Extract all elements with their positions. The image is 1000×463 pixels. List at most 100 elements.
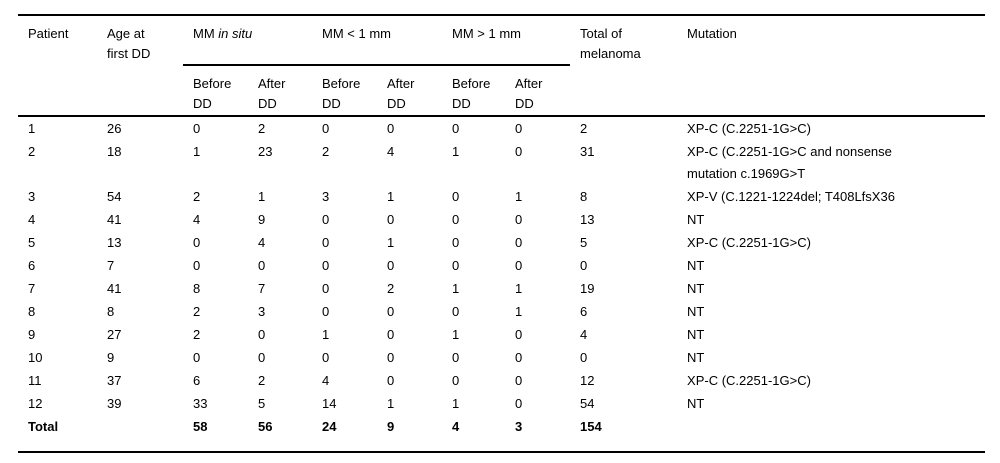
mutation-cell: NT	[687, 350, 705, 365]
patient-cell: 10	[28, 350, 43, 365]
table-row: 5 13 0 4 0 1 0 0 5 XP-C (C.2251-1G>C)	[18, 231, 985, 254]
mm-lt1mm-after-cell: 0	[387, 212, 395, 227]
group-label-mm-insitu: MM	[193, 26, 215, 41]
mm-gt1mm-before-cell: 0	[452, 350, 460, 365]
age-cell: 41	[107, 212, 122, 227]
mutation-cell: XP-C (C.2251-1G>C)	[687, 235, 811, 250]
col-header-insitu-before-dd: Before DD	[183, 65, 248, 117]
col-header-patient: Patient	[18, 15, 97, 117]
group-label-mm-lt1mm: MM < 1 mm	[322, 26, 391, 41]
table-row: 3 54 2 1 3 1 0 1 8 XP-V (C.1221-1224del;…	[18, 185, 985, 208]
age-cell: 8	[107, 304, 115, 319]
col-header-gt1mm-after-dd: After DD	[505, 65, 571, 117]
total-melanoma-cell: 19	[580, 281, 595, 296]
mm-lt1mm-before-cell: 0	[322, 350, 330, 365]
mm-insitu-after-cell: 3	[258, 304, 266, 319]
mm-insitu-before-cell: 8	[193, 281, 201, 296]
total-mm-lt1mm-after-cell: 9	[387, 419, 395, 434]
col-header-total-melanoma: Total of melanoma	[570, 15, 678, 117]
mm-lt1mm-before-cell: 1	[322, 327, 330, 342]
mm-insitu-before-cell: 0	[193, 235, 201, 250]
patient-cell: 7	[28, 281, 36, 296]
mm-lt1mm-after-cell: 2	[387, 281, 395, 296]
mm-insitu-after-cell: 5	[258, 396, 266, 411]
mm-lt1mm-after-cell: 0	[387, 258, 395, 273]
mm-insitu-after-cell: 0	[258, 350, 266, 365]
mm-gt1mm-before-cell: 1	[452, 144, 460, 159]
age-cell: 54	[107, 189, 122, 204]
mm-lt1mm-after-cell: 0	[387, 350, 395, 365]
mm-gt1mm-after-cell: 0	[515, 144, 523, 159]
table-row: 1 26 0 2 0 0 0 0 2 XP-C (C.2251-1G>C)	[18, 116, 985, 140]
mm-gt1mm-after-cell: 0	[515, 235, 523, 250]
mm-insitu-after-cell: 4	[258, 235, 266, 250]
group-label-mm-insitu-italic: in situ	[214, 26, 253, 41]
melanoma-table: Patient Age at first DD MM in situ MM < …	[18, 14, 986, 453]
mm-gt1mm-after-cell: 1	[515, 304, 523, 319]
mm-insitu-before-cell: 2	[193, 327, 201, 342]
total-melanoma-cell: 31	[580, 144, 595, 159]
mm-lt1mm-before-cell: 0	[322, 304, 330, 319]
mutation-cell: NT	[687, 327, 705, 342]
col-group-mm-insitu: MM in situ	[183, 15, 312, 66]
age-cell: 26	[107, 121, 122, 136]
total-melanoma-total-cell: 154	[580, 419, 602, 434]
total-mutation-cell	[677, 415, 985, 452]
total-mm-insitu-after-cell: 56	[258, 419, 273, 434]
mm-gt1mm-before-cell: 1	[452, 327, 460, 342]
mutation-cell: NT	[687, 396, 705, 411]
mm-gt1mm-before-cell: 0	[452, 304, 460, 319]
total-mm-lt1mm-before-cell: 24	[322, 419, 337, 434]
mm-lt1mm-after-cell: 0	[387, 373, 395, 388]
mm-lt1mm-before-cell: 4	[322, 373, 330, 388]
mm-gt1mm-after-cell: 0	[515, 258, 523, 273]
table-row: 2 18 1 23 2 4 1 0 31 XP-C (C.2251-1G>C a…	[18, 140, 985, 185]
table-row: 11 37 6 2 4 0 0 0 12 XP-C (C.2251-1G>C)	[18, 369, 985, 392]
mm-gt1mm-before-cell: 0	[452, 373, 460, 388]
mm-gt1mm-before-cell: 1	[452, 281, 460, 296]
mutation-cell: XP-C (C.2251-1G>C)	[687, 373, 811, 388]
col-header-lt1mm-before-dd: Before DD	[312, 65, 377, 117]
total-melanoma-cell: 6	[580, 304, 588, 319]
mutation-cell: NT	[687, 258, 705, 273]
mutation-cell: XP-C (C.2251-1G>C and nonsense mutation …	[687, 144, 892, 181]
mm-lt1mm-before-cell: 2	[322, 144, 330, 159]
mm-insitu-before-cell: 2	[193, 304, 201, 319]
mm-lt1mm-before-cell: 14	[322, 396, 337, 411]
total-mm-gt1mm-after-cell: 3	[515, 419, 523, 434]
table-row: 10 9 0 0 0 0 0 0 0 NT	[18, 346, 985, 369]
col-header-gt1mm-before-dd: Before DD	[442, 65, 506, 117]
mm-gt1mm-after-cell: 0	[515, 121, 523, 136]
table-row: 6 7 0 0 0 0 0 0 0 NT	[18, 254, 985, 277]
patient-cell: 3	[28, 189, 36, 204]
mm-lt1mm-after-cell: 1	[387, 189, 395, 204]
mm-gt1mm-after-cell: 0	[515, 327, 523, 342]
table-data-rows: 1 26 0 2 0 0 0 0 2 XP-C (C.2251-1G>C) 2 …	[18, 116, 985, 415]
patient-cell: 9	[28, 327, 36, 342]
mm-gt1mm-after-cell: 0	[515, 350, 523, 365]
header-group-row: Patient Age at first DD MM in situ MM < …	[18, 15, 986, 117]
age-cell: 37	[107, 373, 122, 388]
total-mm-insitu-before-cell: 58	[193, 419, 208, 434]
mm-lt1mm-after-cell: 0	[387, 304, 395, 319]
total-melanoma-cell: 5	[580, 235, 588, 250]
mutation-cell: XP-C (C.2251-1G>C)	[687, 121, 811, 136]
mm-insitu-before-cell: 2	[193, 189, 201, 204]
table-row: 9 27 2 0 1 0 1 0 4 NT	[18, 323, 985, 346]
table-total-section: Total 58 56 24 9 4 3 154	[18, 415, 985, 452]
mm-insitu-before-cell: 4	[193, 212, 201, 227]
mm-gt1mm-after-cell: 1	[515, 281, 523, 296]
group-label-mm-gt1mm: MM > 1 mm	[452, 26, 521, 41]
col-header-mutation: Mutation	[677, 15, 986, 117]
mutation-cell: NT	[687, 212, 705, 227]
col-group-mm-lt1mm: MM < 1 mm	[312, 15, 443, 66]
total-melanoma-cell: 13	[580, 212, 595, 227]
col-header-age: Age at first DD	[97, 15, 183, 117]
total-melanoma-cell: 4	[580, 327, 588, 342]
mm-insitu-after-cell: 9	[258, 212, 266, 227]
patient-cell: 8	[28, 304, 36, 319]
mm-insitu-after-cell: 7	[258, 281, 266, 296]
mm-insitu-after-cell: 0	[258, 258, 266, 273]
mm-insitu-before-cell: 0	[193, 258, 201, 273]
